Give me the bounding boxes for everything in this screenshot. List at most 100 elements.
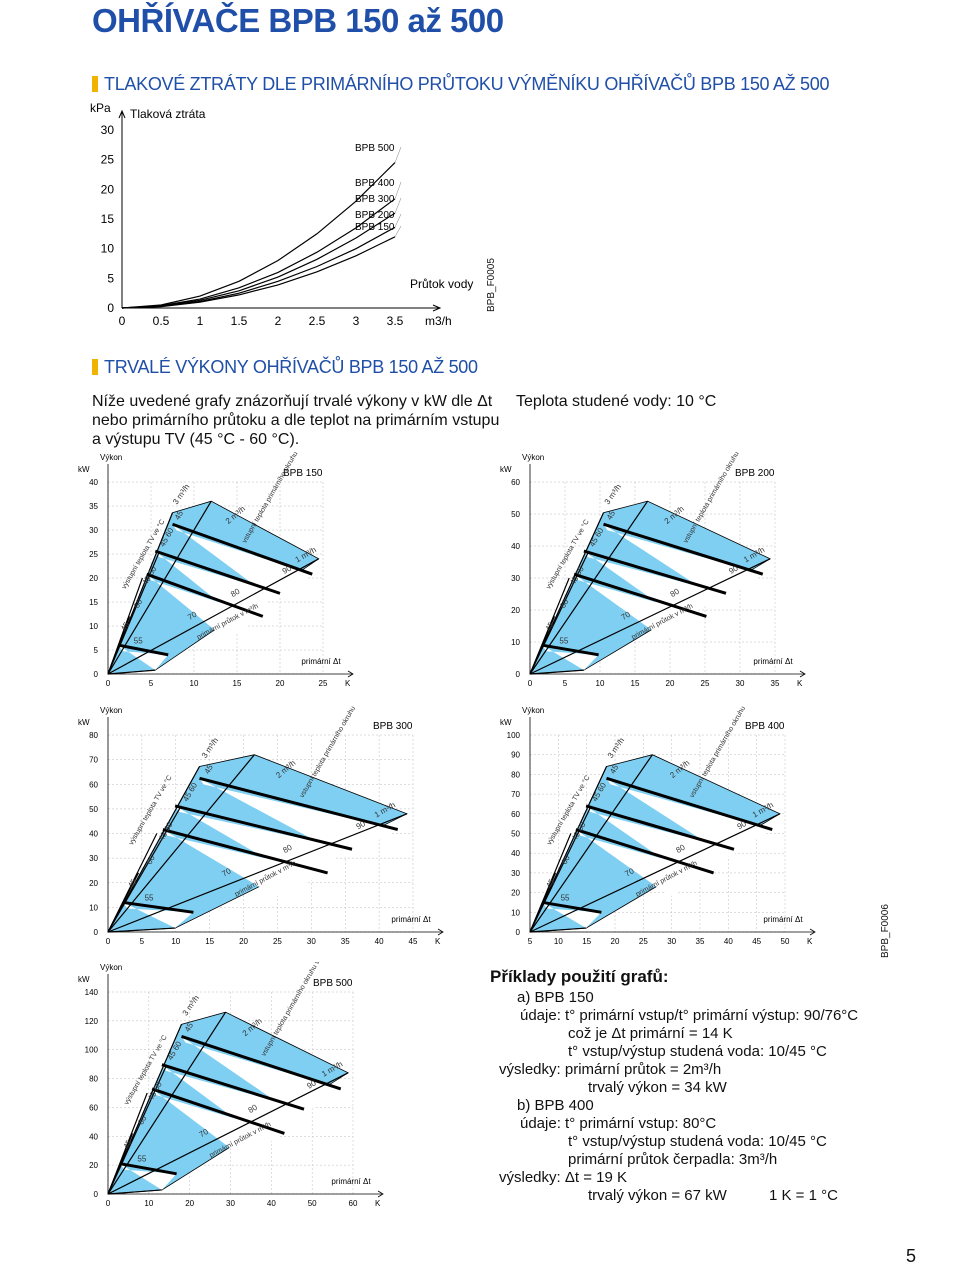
boundary-line xyxy=(107,1011,227,1195)
y-tick-label: 100 xyxy=(507,731,521,740)
white-band xyxy=(175,805,352,877)
x-tick-label: 50 xyxy=(308,1199,317,1208)
figure-code-2: BPB_F0006 xyxy=(880,904,891,958)
y-tick-label: 20 xyxy=(101,182,115,196)
x-tick-label: 25 xyxy=(639,937,648,946)
y-tick-label: 15 xyxy=(89,598,98,607)
white-band xyxy=(120,1163,177,1190)
x-axis-unit: K xyxy=(375,1199,381,1208)
white-band xyxy=(586,805,734,877)
x-tick-label: 25 xyxy=(319,679,328,688)
boundary-line xyxy=(107,927,176,933)
y-tick-label: 5 xyxy=(94,646,99,655)
white-band xyxy=(123,902,194,929)
example-b-pump: primární průtok čerpadla: 3m³/h xyxy=(568,1151,778,1168)
section-heading-text: TRVALÉ VÝKONY OHŘÍVAČŮ BPB 150 AŽ 500 xyxy=(104,357,478,377)
flow-label-3: 3 m³/h xyxy=(606,736,626,760)
x-tick-label: 25 xyxy=(273,937,282,946)
y-axis-label: Výkon xyxy=(100,453,122,462)
y-tick-label: 5 xyxy=(107,271,114,285)
white-band xyxy=(162,829,328,897)
chart-bpb-150: 0 5 10 15 20 25 0 5 10 15 20 25 30 35 40 kW Výkon Kprimár… xyxy=(78,452,354,688)
tv-line xyxy=(107,1133,134,1195)
boundary-line xyxy=(107,669,156,675)
y-tick-label: 40 xyxy=(511,849,520,858)
chart-bpb-400: 5 10 15 20 25 30 35 40 45 50 0 10 20 30 40 50 60 70 80 90 10… xyxy=(500,705,816,946)
flow-line xyxy=(541,643,599,657)
flow-line xyxy=(151,1087,285,1135)
y-tick-label: 90 xyxy=(511,751,520,760)
y-tick-label: 25 xyxy=(89,550,98,559)
section-marker xyxy=(92,76,98,92)
chart-title: BPB 300 xyxy=(373,721,413,732)
y-axis-unit: kW xyxy=(78,465,90,474)
x-tick-label: 10 xyxy=(596,679,605,688)
x-tick-label: 0 xyxy=(106,937,111,946)
y-tick-label: 40 xyxy=(89,1132,98,1141)
x-axis-label: primární Δt xyxy=(763,915,803,924)
boundary-line xyxy=(107,1189,162,1195)
y-tick-label: 50 xyxy=(511,510,520,519)
flow-line xyxy=(118,643,169,657)
flow-line xyxy=(575,828,715,875)
y-tick-label: 30 xyxy=(511,869,520,878)
x-tick-label: 1,5 xyxy=(231,314,248,325)
x-axis-arrow xyxy=(347,670,354,678)
series-leader xyxy=(394,146,402,163)
boundary-line xyxy=(529,927,587,933)
x-tick-label: 35 xyxy=(696,937,705,946)
series-label: BPB 150 xyxy=(355,222,395,233)
chart-bpb-300: 0 5 10 15 20 25 30 35 40 45 0 10 20 30 40 50 60 70 80 kW Výk… xyxy=(78,705,444,946)
example-b-data: údaje: t° primární vstup: 80°C xyxy=(520,1115,717,1132)
x-tick-label: 1 xyxy=(197,314,204,325)
section-marker xyxy=(92,359,98,375)
x-tick-label: 5 xyxy=(149,679,154,688)
x-tick-label: 2 xyxy=(275,314,282,325)
y-tick-label: 40 xyxy=(89,830,98,839)
series-label: BPB 200 xyxy=(355,210,395,221)
boundary-line xyxy=(107,500,212,675)
x-tick-label: 2,5 xyxy=(309,314,326,325)
x-axis-unit: K xyxy=(435,937,441,946)
series-line xyxy=(121,236,396,309)
figure-code-1: BPB_F0005 xyxy=(486,258,497,312)
y-tick-label: 70 xyxy=(511,790,520,799)
page-title: OHŘÍVAČE BPB 150 až 500 xyxy=(92,2,504,39)
x-tick-label: 40 xyxy=(375,937,384,946)
x-tick-label: 10 xyxy=(144,1199,153,1208)
flow-line xyxy=(119,1162,177,1176)
flow-label-3: 3 m³/h xyxy=(603,482,623,506)
inlet-temp-55: 55 xyxy=(145,893,154,902)
x-tick-label: 10 xyxy=(171,937,180,946)
flow-label-3: 3 m³/h xyxy=(181,994,201,1018)
flow-line xyxy=(174,804,353,851)
x-axis-label: primární Δt xyxy=(391,915,431,924)
inlet-temperature-label: vstupní teplota primárního okruhu v °C xyxy=(688,705,755,799)
x-axis-label: primární Δt xyxy=(331,1177,371,1186)
series-leader xyxy=(394,213,402,228)
tv-line xyxy=(107,872,140,933)
chart-title: BPB 400 xyxy=(745,721,785,732)
y-tick-label: 60 xyxy=(511,478,520,487)
y-tick-label: 0 xyxy=(94,670,99,679)
flow-label-3: 3 m³/h xyxy=(200,736,220,760)
flow-label-3: 3 m³/h xyxy=(171,482,191,506)
boundary-line xyxy=(107,813,408,933)
example-b-power: trvalý výkon = 67 kW xyxy=(588,1187,727,1204)
inlet-temp-55: 55 xyxy=(559,636,568,645)
chart-bpb-200: 0 5 10 15 20 25 30 35 0 10 20 30 40 50 60 kW Výkon Kprimá… xyxy=(500,452,806,688)
x-tick-label: 20 xyxy=(666,679,675,688)
chart-title: Tlaková ztráta xyxy=(130,107,206,121)
white-band xyxy=(161,1064,304,1138)
example-b-note: 1 K = 1 °C xyxy=(769,1187,838,1204)
x-axis-unit: m3/h xyxy=(425,314,452,325)
example-a-power: trvalý výkon = 34 kW xyxy=(588,1079,727,1096)
tv-line xyxy=(529,616,556,675)
x-axis-label: Průtok vody xyxy=(410,277,473,291)
y-tick-label: 50 xyxy=(511,830,520,839)
white-band xyxy=(118,645,169,671)
flow-line xyxy=(181,1035,342,1091)
y-tick-label: 0 xyxy=(516,928,521,937)
y-tick-label: 80 xyxy=(89,1075,98,1084)
x-axis-label: primární Δt xyxy=(301,657,341,666)
